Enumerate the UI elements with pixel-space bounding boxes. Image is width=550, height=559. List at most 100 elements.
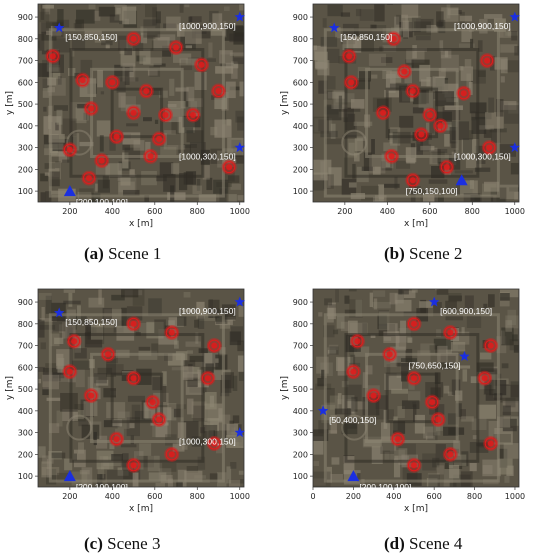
target-marker — [406, 457, 422, 473]
target-marker — [100, 346, 116, 362]
target-marker — [479, 53, 495, 69]
y-axis-label: y [m] — [5, 91, 15, 115]
y-tick-label: 100 — [18, 472, 33, 481]
y-tick-label: 500 — [18, 385, 33, 394]
target-marker — [109, 431, 125, 447]
position-annotation: [750,150,100] — [406, 186, 458, 196]
y-tick-label: 900 — [293, 298, 308, 307]
y-tick-label: 700 — [18, 342, 33, 351]
y-tick-label: 400 — [293, 122, 308, 131]
uav-star-marker — [234, 142, 245, 153]
x-tick-label: 600 — [422, 207, 437, 216]
target-marker — [375, 105, 391, 121]
target-marker — [151, 412, 167, 428]
x-tick-label: 200 — [62, 207, 77, 216]
y-tick-label: 300 — [18, 144, 33, 153]
target-marker — [126, 457, 142, 473]
uav-star-marker — [509, 142, 520, 153]
uav-star-marker — [234, 427, 245, 438]
position-annotation: [1000,300,150] — [179, 437, 236, 447]
x-tick-label: 1000 — [230, 207, 250, 216]
caption-scene-2: (b) Scene 2 — [384, 244, 462, 264]
target-marker — [477, 370, 493, 386]
caption-letter: (c) — [84, 534, 103, 553]
caption-text: Scene 2 — [409, 244, 463, 263]
panel-scene-1: [150,850,150] [1000,900,150] [1000,300,150… — [0, 0, 275, 238]
y-axis-label: y [m] — [280, 376, 290, 400]
target-marker — [382, 346, 398, 362]
target-marker — [422, 107, 438, 123]
panel-scene-4: [600,900,150] [750,650,150] [50,400,150] [2… — [275, 285, 550, 523]
position-annotation: [50,400,150] — [329, 415, 376, 425]
target-marker — [349, 333, 365, 349]
position-annotation: [200,100,100] — [76, 197, 128, 207]
panel-scene-2: [150,850,150] [1000,900,150] [1000,300,150… — [275, 0, 550, 238]
position-annotation: [1000,900,150] — [179, 306, 236, 316]
target-marker — [151, 131, 167, 147]
target-marker — [200, 370, 216, 386]
caption-letter: (d) — [384, 534, 405, 553]
target-marker — [406, 370, 422, 386]
y-tick-label: 900 — [18, 13, 33, 22]
x-tick-label: 400 — [105, 492, 120, 501]
position-annotation: [150,850,150] — [65, 32, 117, 42]
position-annotation: [1000,900,150] — [179, 21, 236, 31]
panel-scene-3: [150,850,150] [1000,900,150] [1000,300,150… — [0, 285, 275, 523]
target-marker — [345, 364, 361, 380]
target-marker — [126, 370, 142, 386]
y-tick-label: 700 — [293, 57, 308, 66]
x-axis-label: x [m] — [404, 504, 428, 514]
uav-star-marker — [317, 405, 329, 416]
x-tick-label: 600 — [427, 492, 442, 501]
y-tick-label: 900 — [293, 13, 308, 22]
y-tick-label: 600 — [293, 78, 308, 87]
x-axis-label: x [m] — [129, 504, 153, 514]
uav-star-marker — [54, 22, 65, 33]
target-marker — [185, 107, 201, 123]
x-tick-label: 600 — [147, 492, 162, 501]
scene-2-plot: [150,850,150] [1000,900,150] [1000,300,150… — [280, 3, 525, 229]
target-marker — [456, 85, 472, 101]
target-marker — [483, 338, 499, 354]
scene-3-plot: [150,850,150] [1000,900,150] [1000,300,150… — [5, 288, 250, 514]
target-marker — [430, 412, 446, 428]
y-tick-label: 200 — [293, 450, 308, 459]
position-annotation: [1000,300,150] — [179, 152, 236, 162]
uav-star-marker — [428, 296, 440, 307]
position-annotation: [200,100,100] — [359, 482, 411, 492]
target-marker — [442, 446, 458, 462]
target-marker — [432, 118, 448, 134]
target-marker — [396, 63, 412, 79]
x-tick-label: 800 — [190, 207, 205, 216]
target-marker — [194, 57, 210, 73]
x-tick-label: 400 — [105, 207, 120, 216]
target-marker — [206, 435, 222, 451]
x-axis-label: x [m] — [404, 219, 428, 229]
y-tick-label: 300 — [18, 429, 33, 438]
target-marker — [143, 148, 159, 164]
y-axis-label: y [m] — [5, 376, 15, 400]
x-tick-label: 1000 — [505, 207, 525, 216]
x-tick-label: 1000 — [505, 492, 525, 501]
y-tick-label: 700 — [293, 342, 308, 351]
target-marker — [386, 31, 402, 47]
target-marker — [83, 388, 99, 404]
x-tick-label: 1000 — [230, 492, 250, 501]
y-tick-label: 100 — [18, 187, 33, 196]
target-marker — [390, 431, 406, 447]
y-tick-label: 900 — [18, 298, 33, 307]
position-annotation: [750,650,150] — [408, 360, 460, 370]
target-marker — [341, 48, 357, 64]
x-tick-label: 0 — [310, 492, 315, 501]
x-tick-label: 800 — [467, 492, 482, 501]
y-tick-label: 700 — [18, 57, 33, 66]
position-annotation: [1000,300,150] — [454, 152, 511, 162]
target-marker — [62, 142, 78, 158]
target-marker — [81, 170, 97, 186]
y-tick-label: 300 — [293, 429, 308, 438]
target-marker — [442, 325, 458, 341]
caption-scene-3: (c) Scene 3 — [84, 534, 160, 554]
target-marker — [66, 333, 82, 349]
y-axis-label: y [m] — [280, 91, 290, 115]
plot-frame — [37, 288, 245, 488]
